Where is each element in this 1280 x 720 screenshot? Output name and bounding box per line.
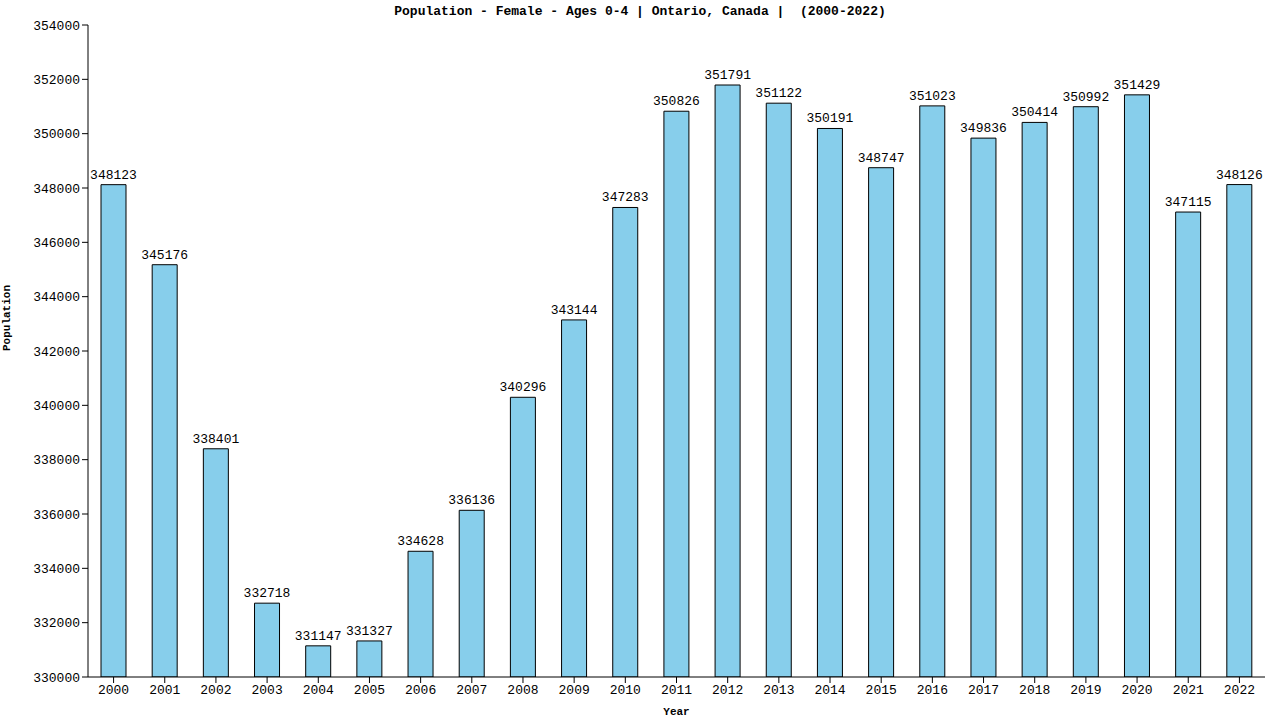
svg-text:348747: 348747	[858, 151, 905, 166]
svg-text:334628: 334628	[397, 534, 444, 549]
svg-text:2017: 2017	[968, 683, 999, 698]
svg-text:2004: 2004	[303, 683, 334, 698]
svg-text:350191: 350191	[807, 111, 854, 126]
svg-text:342000: 342000	[33, 345, 80, 360]
svg-text:350414: 350414	[1011, 105, 1058, 120]
svg-text:338401: 338401	[192, 432, 239, 447]
svg-text:344000: 344000	[33, 290, 80, 305]
svg-text:343144: 343144	[551, 303, 598, 318]
svg-text:2022: 2022	[1224, 683, 1255, 698]
svg-text:Year: Year	[663, 706, 689, 718]
svg-text:2002: 2002	[200, 683, 231, 698]
svg-text:354000: 354000	[33, 19, 80, 34]
svg-text:331147: 331147	[295, 629, 342, 644]
svg-text:340000: 340000	[33, 399, 80, 414]
svg-text:351023: 351023	[909, 89, 956, 104]
svg-text:351429: 351429	[1114, 78, 1161, 93]
svg-text:330000: 330000	[33, 671, 80, 686]
svg-text:2003: 2003	[251, 683, 282, 698]
svg-text:348000: 348000	[33, 182, 80, 197]
svg-text:332718: 332718	[244, 586, 291, 601]
svg-text:340296: 340296	[499, 380, 546, 395]
svg-text:2010: 2010	[610, 683, 641, 698]
svg-text:2021: 2021	[1173, 683, 1204, 698]
svg-text:332000: 332000	[33, 616, 80, 631]
html-text:Population - Female - Ages 0-4: Population - Female - Ages 0-4 | Ontario…	[394, 4, 886, 19]
svg-text:2006: 2006	[405, 683, 436, 698]
svg-text:351122: 351122	[755, 86, 802, 101]
svg-text:2015: 2015	[866, 683, 897, 698]
svg-text:2016: 2016	[917, 683, 948, 698]
svg-text:2008: 2008	[507, 683, 538, 698]
svg-text:347283: 347283	[602, 190, 649, 205]
svg-text:349836: 349836	[960, 121, 1007, 136]
svg-text:345176: 345176	[141, 248, 188, 263]
svg-text:2020: 2020	[1121, 683, 1152, 698]
svg-text:350000: 350000	[33, 127, 80, 142]
svg-text:350992: 350992	[1062, 90, 1109, 105]
svg-text:347115: 347115	[1165, 195, 1212, 210]
svg-text:351791: 351791	[704, 68, 751, 83]
svg-text:2009: 2009	[559, 683, 590, 698]
svg-text:2011: 2011	[661, 683, 692, 698]
svg-text:352000: 352000	[33, 73, 80, 88]
svg-text:2000: 2000	[98, 683, 129, 698]
svg-text:350826: 350826	[653, 94, 700, 109]
svg-text:Population: Population	[8, 285, 13, 351]
svg-text:331327: 331327	[346, 624, 393, 639]
svg-text:2007: 2007	[456, 683, 487, 698]
svg-text:348123: 348123	[90, 168, 137, 183]
svg-text:2001: 2001	[149, 683, 180, 698]
svg-text:2012: 2012	[712, 683, 743, 698]
svg-text:346000: 346000	[33, 236, 80, 251]
svg-text:348126: 348126	[1216, 168, 1263, 183]
svg-text:2019: 2019	[1070, 683, 1101, 698]
svg-text:336000: 336000	[33, 508, 80, 523]
svg-text:334000: 334000	[33, 562, 80, 577]
svg-text:338000: 338000	[33, 453, 80, 468]
svg-text:2014: 2014	[814, 683, 845, 698]
svg-text:336136: 336136	[448, 493, 495, 508]
svg-text:2018: 2018	[1019, 683, 1050, 698]
svg-text:2013: 2013	[763, 683, 794, 698]
svg-text:2005: 2005	[354, 683, 385, 698]
